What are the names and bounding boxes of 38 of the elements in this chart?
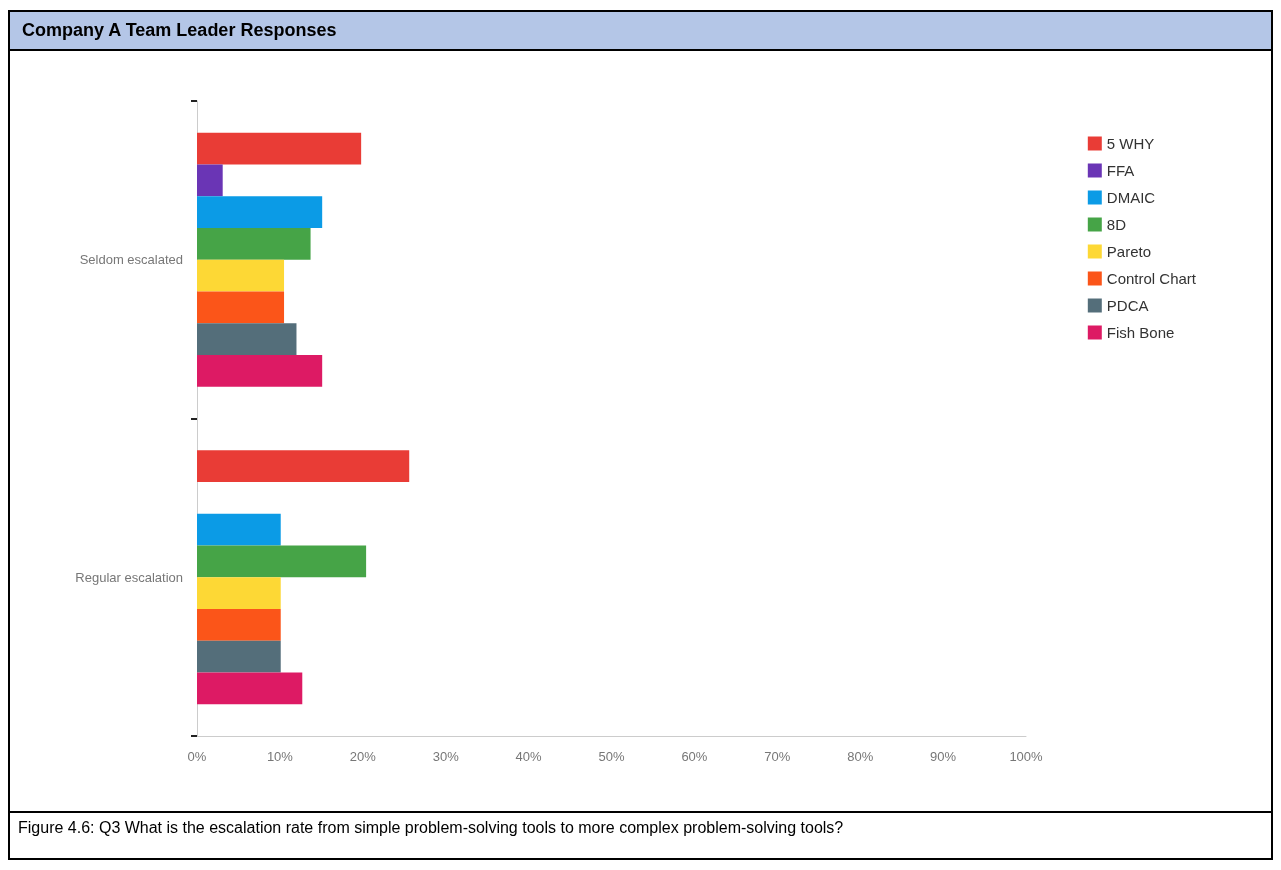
- legend-label: DMAIC: [1106, 189, 1156, 206]
- legend-label: FFA: [1106, 162, 1135, 179]
- y-tick-label: Regular escalation: [75, 569, 183, 585]
- x-tick-label: 40%: [515, 749, 543, 764]
- x-tick-label: 80%: [847, 749, 874, 764]
- bar: [197, 577, 281, 609]
- x-tick-label: 90%: [930, 749, 957, 764]
- legend-label: Pareto: [1106, 243, 1151, 260]
- x-tick-label: 50%: [598, 749, 625, 764]
- x-tick-label: 100%: [1009, 749, 1044, 764]
- x-tick-label: 30%: [432, 749, 460, 764]
- x-tick-label: 60%: [681, 749, 708, 764]
- x-tick-label: 20%: [349, 749, 377, 764]
- bar: [197, 228, 311, 260]
- legend-label: Fish Bone: [1106, 324, 1175, 341]
- x-tick-label: 70%: [764, 749, 791, 764]
- bar: [197, 291, 285, 324]
- bar: [197, 545, 367, 578]
- y-tick-label: Seldom escalated: [79, 252, 183, 268]
- caption: Figure 4.6: Q3 What is the escalation rate from simple problem-solving tools to more complex problem-solving tools?: [10, 811, 1271, 858]
- legend-label: PDCA: [1106, 297, 1149, 314]
- bar: [197, 355, 323, 387]
- legend-label: 5 WHY: [1106, 135, 1155, 152]
- bar: [197, 450, 410, 482]
- bar: [197, 164, 223, 197]
- bar: [197, 640, 281, 673]
- legend-label: Control Chart: [1106, 270, 1197, 287]
- x-tick-label: 10%: [266, 749, 294, 764]
- bar: [197, 259, 285, 292]
- bar: [197, 196, 323, 228]
- bar: [197, 513, 281, 546]
- bar: [197, 609, 281, 641]
- bar: [197, 323, 297, 355]
- x-tick-label: 0%: [187, 749, 207, 764]
- bar: [197, 672, 303, 705]
- bar: [197, 132, 362, 165]
- chart-title: Company A Team Leader Responses: [10, 12, 1271, 51]
- legend-label: 8D: [1106, 216, 1127, 233]
